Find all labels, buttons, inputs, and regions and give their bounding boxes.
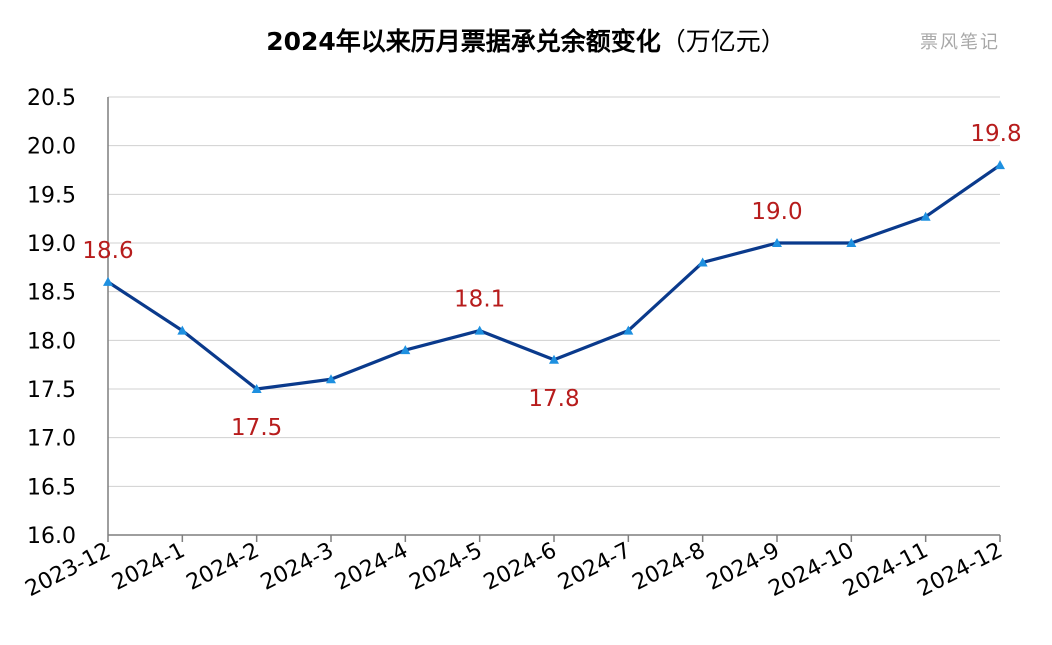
chart-title-unit: （万亿元） [660,27,786,56]
data-point [103,276,113,286]
data-label: 19.8 [970,121,1021,147]
data-label: 17.8 [528,386,579,412]
data-label: 17.5 [231,415,282,441]
x-tick-label: 2024-10 [765,538,858,602]
y-tick-label: 18.0 [27,329,76,354]
data-point [623,325,634,335]
x-tick-label: 2024-12 [913,538,1006,602]
x-tick-label: 2024-11 [839,538,932,602]
data-label: 19.0 [751,199,802,225]
y-tick-label: 19.0 [27,232,76,257]
data-label: 18.1 [454,287,505,313]
x-tick-label: 2024-5 [406,538,487,596]
data-label: 18.6 [82,238,133,264]
data-point [846,238,857,247]
y-tick-label: 20.0 [27,135,76,160]
data-point [177,325,188,335]
data-point [995,160,1005,170]
y-tick-label: 20.5 [27,86,76,111]
chart-title-text: 2024年以来历月票据承兑余额变化 [266,27,661,56]
data-point [772,238,782,247]
data-point [549,354,559,364]
data-point [920,211,931,221]
y-tick-label: 18.5 [27,281,76,306]
chart-title: 2024年以来历月票据承兑余额变化（万亿元） [0,22,1052,58]
data-point [326,374,336,384]
x-tick-label: 2024-2 [183,538,264,596]
y-tick-label: 19.5 [27,183,76,208]
x-tick-label: 2024-6 [480,538,561,596]
y-tick-label: 16.0 [27,524,76,549]
x-tick-label: 2024-1 [108,538,189,596]
data-point [697,257,708,267]
y-tick-label: 17.0 [27,427,76,452]
x-tick-label: 2024-8 [629,538,710,596]
data-point [251,384,262,393]
y-tick-label: 16.5 [27,475,76,500]
x-tick-label: 2024-3 [257,538,338,596]
data-point [474,325,485,335]
x-tick-label: 2024-4 [331,538,412,596]
y-tick-label: 17.5 [27,378,76,403]
data-point [400,345,411,355]
watermark: 票风笔记 [920,32,1000,53]
x-tick-label: 2024-7 [554,538,635,596]
